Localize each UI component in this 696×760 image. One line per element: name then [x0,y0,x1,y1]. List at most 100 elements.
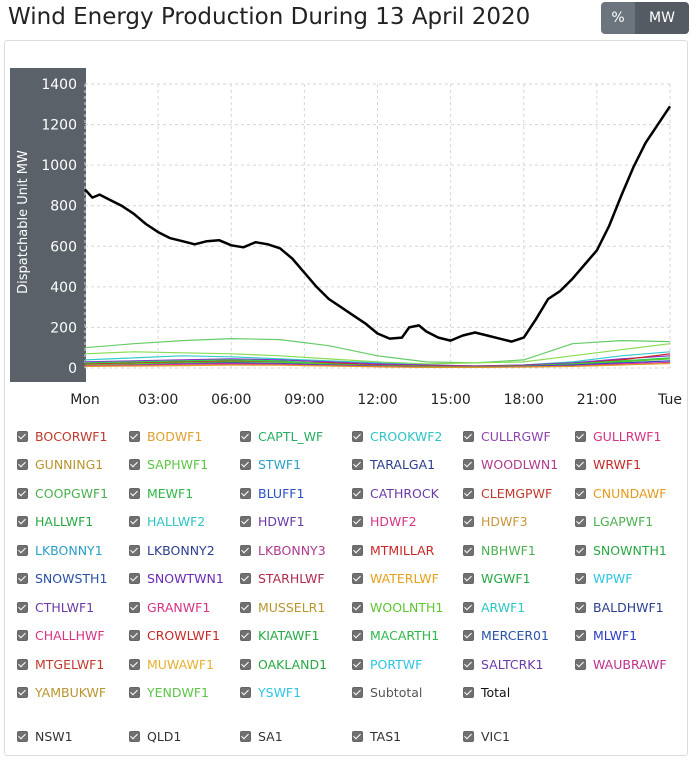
checkbox-icon[interactable] [575,573,586,584]
legend-item-mewf1[interactable]: MEWF1 [129,484,193,502]
legend-item-bodwf1[interactable]: BODWF1 [129,427,202,445]
checkbox-icon[interactable] [463,430,474,442]
legend-item-lkbonny3[interactable]: LKBONNY3 [240,541,326,559]
checkbox-icon[interactable] [129,459,140,470]
legend-item-yendwf1[interactable]: YENDWF1 [129,684,209,702]
checkbox-icon[interactable] [352,487,363,499]
legend-item-lkbonny1[interactable]: LKBONNY1 [17,541,103,559]
legend-item-cthlwf1[interactable]: CTHLWF1 [17,598,94,616]
legend-item-sa1[interactable]: SA1 [240,727,283,745]
legend-item-lkbonny2[interactable]: LKBONNY2 [129,541,215,559]
percent-toggle-button[interactable]: % [601,2,635,34]
checkbox-icon[interactable] [129,430,140,442]
checkbox-icon[interactable] [352,601,363,613]
legend-item-mercer01[interactable]: MERCER01 [463,627,549,645]
checkbox-icon[interactable] [17,658,28,670]
legend-item-bluff1[interactable]: BLUFF1 [240,484,304,502]
checkbox-icon[interactable] [352,687,363,698]
legend-item-nsw1[interactable]: NSW1 [17,727,73,745]
legend-item-baldhwf1[interactable]: BALDHWF1 [575,598,664,616]
checkbox-icon[interactable] [129,487,140,499]
legend-item-muwawf1[interactable]: MUWAWF1 [129,655,214,673]
checkbox-icon[interactable] [17,630,28,641]
legend-item-kiatawf1[interactable]: KIATAWF1 [240,627,320,645]
legend-item-captl-wf[interactable]: CAPTL_WF [240,427,323,445]
checkbox-icon[interactable] [575,658,586,670]
checkbox-icon[interactable] [17,487,28,499]
checkbox-icon[interactable] [575,459,586,470]
checkbox-icon[interactable] [129,601,140,613]
checkbox-icon[interactable] [240,601,251,613]
checkbox-icon[interactable] [17,730,28,742]
legend-item-qld1[interactable]: QLD1 [129,727,181,745]
checkbox-icon[interactable] [17,459,28,470]
checkbox-icon[interactable] [17,687,28,698]
legend-item-saphwf1[interactable]: SAPHWF1 [129,456,208,474]
legend-item-gunning1[interactable]: GUNNING1 [17,456,103,474]
legend-item-stwf1[interactable]: STWF1 [240,456,301,474]
checkbox-icon[interactable] [129,730,140,742]
legend-item-hallwf1[interactable]: HALLWF1 [17,513,93,531]
checkbox-icon[interactable] [352,573,363,584]
checkbox-icon[interactable] [575,544,586,556]
checkbox-icon[interactable] [352,459,363,470]
checkbox-icon[interactable] [463,601,474,613]
checkbox-icon[interactable] [240,573,251,584]
legend-item-woodlwn1[interactable]: WOODLWN1 [463,456,558,474]
legend-item-crowlwf1[interactable]: CROWLWF1 [129,627,220,645]
checkbox-icon[interactable] [463,687,474,698]
checkbox-icon[interactable] [240,430,251,442]
checkbox-icon[interactable] [352,630,363,641]
legend-item-total[interactable]: Total [463,684,510,702]
checkbox-icon[interactable] [352,658,363,670]
checkbox-icon[interactable] [575,601,586,613]
checkbox-icon[interactable] [463,658,474,670]
checkbox-icon[interactable] [129,658,140,670]
legend-item-mtmillar[interactable]: MTMILLAR [352,541,434,559]
checkbox-icon[interactable] [463,459,474,470]
mw-toggle-button[interactable]: MW [635,2,689,34]
checkbox-icon[interactable] [352,730,363,742]
legend-item-waterlwf[interactable]: WATERLWF [352,570,439,588]
legend-item-waubrawf[interactable]: WAUBRAWF [575,655,667,673]
legend-item-gullrwf1[interactable]: GULLRWF1 [575,427,661,445]
checkbox-icon[interactable] [240,630,251,641]
checkbox-icon[interactable] [17,544,28,556]
checkbox-icon[interactable] [352,430,363,442]
legend-item-subtotal[interactable]: Subtotal [352,684,422,702]
legend-item-woolnth1[interactable]: WOOLNTH1 [352,598,443,616]
legend-item-starhlwf[interactable]: STARHLWF [240,570,325,588]
legend-item-crookwf2[interactable]: CROOKWF2 [352,427,442,445]
legend-item-nbhwf1[interactable]: NBHWF1 [463,541,536,559]
legend-item-cullrgwf[interactable]: CULLRGWF [463,427,551,445]
legend-item-hdwf2[interactable]: HDWF2 [352,513,417,531]
legend-item-saltcrk1[interactable]: SALTCRK1 [463,655,543,673]
legend-item-vic1[interactable]: VIC1 [463,727,510,745]
checkbox-icon[interactable] [575,430,586,442]
checkbox-icon[interactable] [575,487,586,499]
checkbox-icon[interactable] [463,516,474,527]
legend-item-macarth1[interactable]: MACARTH1 [352,627,439,645]
legend-item-bocorwf1[interactable]: BOCORWF1 [17,427,107,445]
legend-item-arwf1[interactable]: ARWF1 [463,598,525,616]
legend-item-tas1[interactable]: TAS1 [352,727,401,745]
legend-item-lgapwf1[interactable]: LGAPWF1 [575,513,653,531]
checkbox-icon[interactable] [240,459,251,470]
checkbox-icon[interactable] [129,544,140,556]
checkbox-icon[interactable] [352,516,363,527]
checkbox-icon[interactable] [463,730,474,742]
legend-item-portwf[interactable]: PORTWF [352,655,422,673]
legend-item-hallwf2[interactable]: HALLWF2 [129,513,205,531]
checkbox-icon[interactable] [240,730,251,742]
checkbox-icon[interactable] [463,544,474,556]
legend-item-cathrock[interactable]: CATHROCK [352,484,439,502]
legend-item-clemgpwf[interactable]: CLEMGPWF [463,484,552,502]
checkbox-icon[interactable] [575,630,586,641]
checkbox-icon[interactable] [129,516,140,527]
legend-item-wpwf[interactable]: WPWF [575,570,632,588]
legend-item-snowtwn1[interactable]: SNOWTWN1 [129,570,224,588]
checkbox-icon[interactable] [463,573,474,584]
legend-item-snowsth1[interactable]: SNOWSTH1 [17,570,107,588]
checkbox-icon[interactable] [129,573,140,584]
checkbox-icon[interactable] [240,544,251,556]
